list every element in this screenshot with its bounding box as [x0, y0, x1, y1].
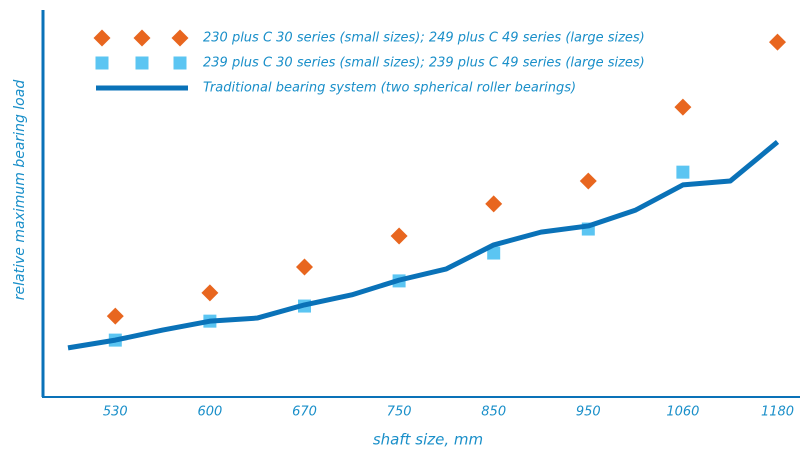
diamond-marker	[485, 195, 503, 213]
diamond-marker	[201, 284, 219, 302]
x-tick-label: 670	[292, 405, 317, 420]
diamond-marker	[769, 33, 786, 51]
x-tick-label: 850	[481, 405, 506, 420]
y-axis-title: relative maximum bearing load	[12, 80, 28, 301]
x-tick-label: 950	[576, 405, 601, 420]
diamond-marker	[106, 307, 124, 325]
square-marker	[487, 246, 501, 260]
x-tick-label: 530	[103, 405, 128, 420]
x-tick-label: 1060	[666, 405, 699, 420]
legend-label: 239 plus C 30 series (small sizes); 239 …	[203, 56, 645, 71]
legend-label: Traditional bearing system (two spherica…	[203, 81, 576, 96]
diamond-marker	[296, 258, 313, 276]
legend-label: 230 plus C 30 series (small sizes); 249 …	[203, 31, 645, 46]
x-tick-label: 750	[387, 405, 412, 420]
square-marker	[676, 165, 690, 179]
diamond-marker	[133, 29, 151, 47]
square-marker	[135, 56, 149, 70]
x-axis-title: shaft size, mm	[373, 431, 483, 449]
x-tick-label: 600	[197, 405, 222, 420]
square-marker	[173, 56, 187, 70]
square-marker	[95, 56, 109, 70]
diamond-marker	[390, 227, 408, 245]
diamond-marker	[93, 29, 111, 47]
diamond-marker	[579, 172, 597, 190]
x-tick-label: 1180	[761, 405, 794, 420]
diamond-marker	[171, 29, 189, 47]
diamond-marker	[674, 98, 692, 116]
data-line	[67, 140, 780, 351]
